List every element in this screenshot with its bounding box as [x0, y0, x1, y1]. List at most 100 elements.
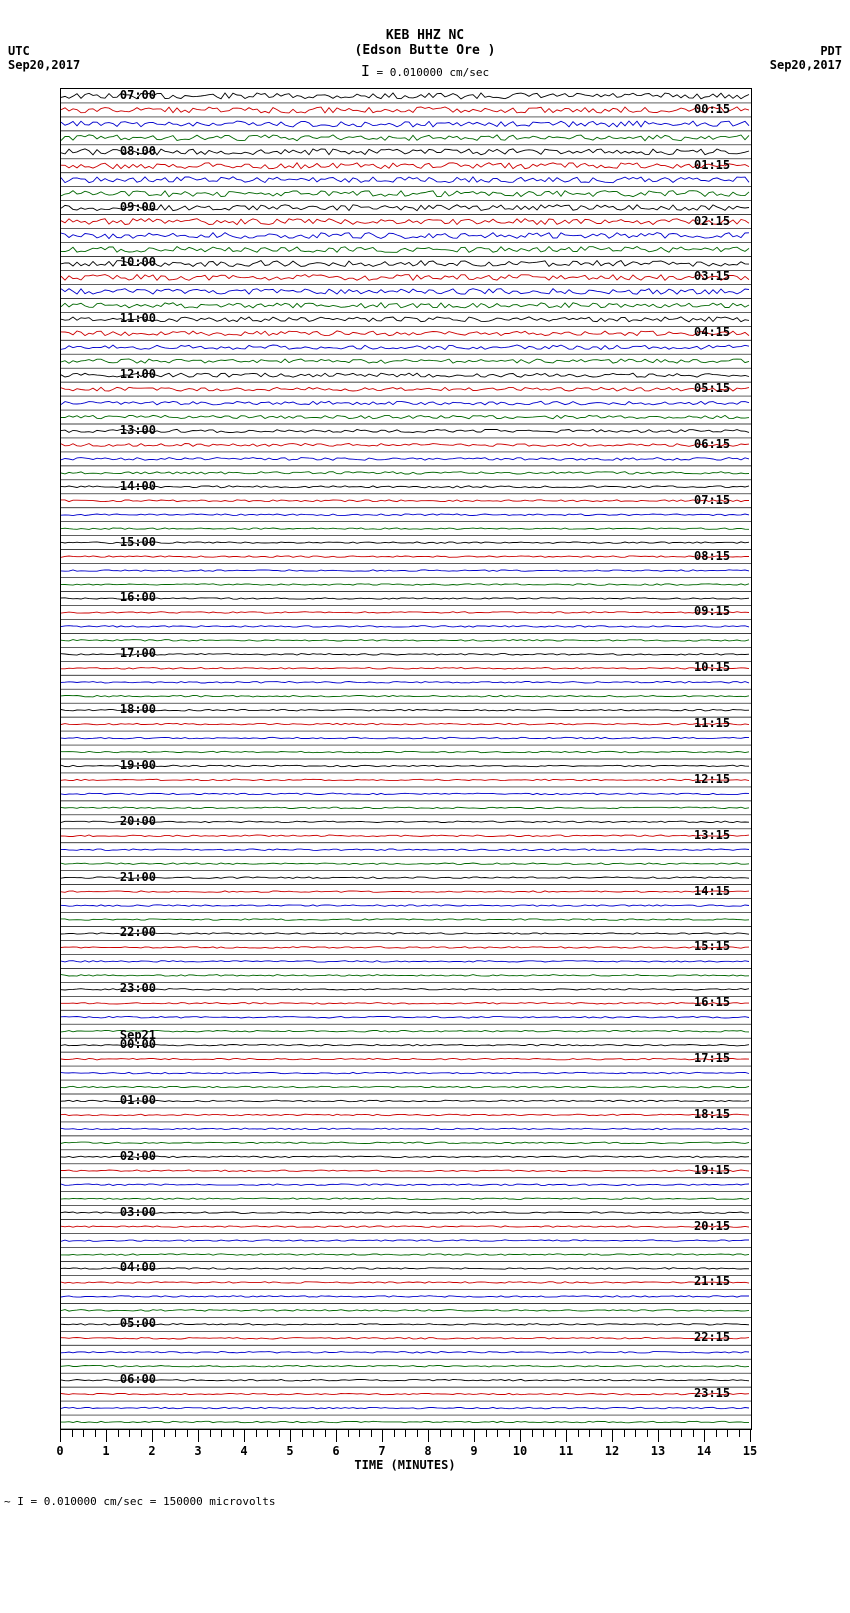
utc-hour-label: 12:00	[120, 367, 156, 381]
x-tick-minor	[739, 1430, 740, 1437]
pdt-hour-label: 13:15	[694, 828, 730, 842]
x-tick-major	[428, 1430, 429, 1442]
x-tick-minor	[72, 1430, 73, 1437]
utc-hour-label: 08:00	[120, 144, 156, 158]
x-tick-minor	[129, 1430, 130, 1437]
x-tick-minor	[302, 1430, 303, 1437]
utc-hour-label: 21:00	[120, 870, 156, 884]
x-tick-minor	[451, 1430, 452, 1437]
utc-hour-label: 07:00	[120, 88, 156, 102]
x-tick-label: 14	[697, 1444, 711, 1458]
pdt-hour-label: 04:15	[694, 325, 730, 339]
x-tick-label: 7	[378, 1444, 385, 1458]
utc-hour-label: 23:00	[120, 981, 156, 995]
x-tick-minor	[543, 1430, 544, 1437]
x-tick-minor	[693, 1430, 694, 1437]
x-tick-minor	[405, 1430, 406, 1437]
pdt-hour-label: 19:15	[694, 1163, 730, 1177]
x-tick-major	[612, 1430, 613, 1442]
x-tick-minor	[509, 1430, 510, 1437]
pdt-hour-label: 07:15	[694, 493, 730, 507]
x-tick-minor	[95, 1430, 96, 1437]
utc-hour-label: 18:00	[120, 702, 156, 716]
scale-note: I = 0.010000 cm/sec	[0, 58, 850, 80]
x-tick-major	[566, 1430, 567, 1442]
pdt-hour-label: 12:15	[694, 772, 730, 786]
utc-hour-label: 14:00	[120, 479, 156, 493]
pdt-hour-label: 16:15	[694, 995, 730, 1009]
date-left-label: Sep20,2017	[8, 58, 80, 72]
station-title: KEB HHZ NC	[0, 0, 850, 43]
date-right-label: Sep20,2017	[770, 58, 842, 72]
footer-scale: ~ I = 0.010000 cm/sec = 150000 microvolt…	[4, 1495, 276, 1508]
pdt-hour-label: 11:15	[694, 716, 730, 730]
x-tick-label: 3	[194, 1444, 201, 1458]
pdt-hour-label: 06:15	[694, 437, 730, 451]
pdt-hour-label: 21:15	[694, 1274, 730, 1288]
pdt-hour-label: 14:15	[694, 884, 730, 898]
x-tick-label: 2	[148, 1444, 155, 1458]
x-tick-minor	[348, 1430, 349, 1437]
x-tick-label: 4	[240, 1444, 247, 1458]
x-tick-minor	[589, 1430, 590, 1437]
pdt-hour-label: 08:15	[694, 549, 730, 563]
utc-hour-label: 15:00	[120, 535, 156, 549]
location-title: (Edson Butte Ore )	[0, 43, 850, 58]
utc-hour-label: 03:00	[120, 1205, 156, 1219]
x-tick-minor	[279, 1430, 280, 1437]
x-tick-label: 6	[332, 1444, 339, 1458]
x-tick-minor	[371, 1430, 372, 1437]
x-tick-major	[704, 1430, 705, 1442]
utc-hour-label: 10:00	[120, 255, 156, 269]
tz-left-label: UTC	[8, 44, 30, 58]
x-tick-minor	[141, 1430, 142, 1437]
x-tick-minor	[359, 1430, 360, 1437]
utc-hour-label: 19:00	[120, 758, 156, 772]
pdt-hour-label: 02:15	[694, 214, 730, 228]
x-tick-minor	[440, 1430, 441, 1437]
x-tick-minor	[210, 1430, 211, 1437]
x-tick-major	[290, 1430, 291, 1442]
x-tick-label: 11	[559, 1444, 573, 1458]
x-tick-minor	[118, 1430, 119, 1437]
x-tick-label: 8	[424, 1444, 431, 1458]
x-tick-major	[106, 1430, 107, 1442]
x-tick-minor	[647, 1430, 648, 1437]
trace-svg	[61, 89, 751, 1429]
utc-hour-label: 22:00	[120, 925, 156, 939]
x-tick-major	[382, 1430, 383, 1442]
utc-hour-label: 06:00	[120, 1372, 156, 1386]
utc-hour-label: 04:00	[120, 1260, 156, 1274]
utc-hour-label: 20:00	[120, 814, 156, 828]
x-tick-minor	[555, 1430, 556, 1437]
x-tick-label: 5	[286, 1444, 293, 1458]
x-axis: 0123456789101112131415 TIME (MINUTES)	[60, 1430, 750, 1470]
x-tick-major	[658, 1430, 659, 1442]
pdt-hour-label: 03:15	[694, 269, 730, 283]
x-tick-label: 1	[102, 1444, 109, 1458]
x-tick-major	[152, 1430, 153, 1442]
utc-hour-label: 09:00	[120, 200, 156, 214]
x-tick-minor	[601, 1430, 602, 1437]
x-tick-minor	[221, 1430, 222, 1437]
x-tick-label: 15	[743, 1444, 757, 1458]
pdt-hour-label: 20:15	[694, 1219, 730, 1233]
x-tick-minor	[83, 1430, 84, 1437]
x-tick-label: 0	[56, 1444, 63, 1458]
x-tick-minor	[175, 1430, 176, 1437]
x-tick-major	[474, 1430, 475, 1442]
utc-hour-label: 01:00	[120, 1093, 156, 1107]
x-tick-minor	[532, 1430, 533, 1437]
x-tick-major	[198, 1430, 199, 1442]
x-tick-minor	[256, 1430, 257, 1437]
x-tick-label: 12	[605, 1444, 619, 1458]
x-tick-minor	[497, 1430, 498, 1437]
x-tick-minor	[463, 1430, 464, 1437]
pdt-hour-label: 22:15	[694, 1330, 730, 1344]
x-tick-minor	[635, 1430, 636, 1437]
x-tick-label: 10	[513, 1444, 527, 1458]
x-tick-minor	[624, 1430, 625, 1437]
utc-hour-label: 05:00	[120, 1316, 156, 1330]
helicorder-plot	[60, 88, 752, 1430]
x-tick-label: 9	[470, 1444, 477, 1458]
